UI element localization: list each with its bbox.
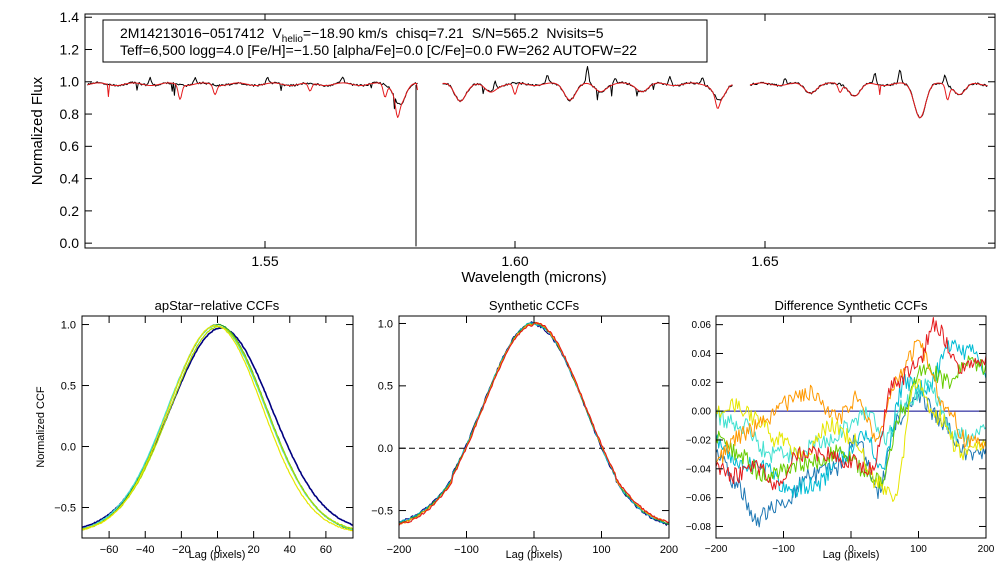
difference-ccf-xtick-label: −200 [705, 544, 728, 555]
apstar-ccf-plot-area [82, 323, 353, 532]
spectrum-ytick-label: 1.0 [60, 74, 80, 90]
model-spectrum-chip-1 [87, 82, 418, 119]
apstar-ccf-ytick-label: 1.0 [61, 319, 76, 331]
synthetic-ccf-xtick-label: −100 [454, 544, 479, 556]
apstar-ccf-ylabel: Normalized CCF [35, 386, 47, 468]
difference-ccf-ytick-label: −0.04 [686, 464, 712, 475]
spectrum-xtick-label: 1.65 [751, 253, 778, 269]
spectrum-ytick-label: 0.8 [60, 106, 80, 122]
difference-ccf-xtick-label: 100 [910, 544, 927, 555]
model-spectrum-chip-3 [749, 82, 988, 119]
spectrum-ticks: 1.55 1.60 1.65 0.0 0.2 0.4 0.6 0.8 1.0 1.2 1.4 [60, 9, 995, 269]
synthetic-ccf-panel: Synthetic CCFs −200 −100 0 100 200 −0.5 0.0 0.5… [371, 298, 678, 561]
synthetic-ccf-ytick-label: 0.0 [378, 443, 393, 455]
apstar-ccf-series-5 [82, 324, 353, 532]
synthetic-ccf-xtick-label: 100 [592, 544, 610, 556]
difference-ccf-frame [715, 315, 987, 539]
synthetic-ccf-xtick-label: −200 [387, 544, 412, 556]
difference-ccf-ytick-label: −0.06 [686, 493, 712, 504]
spectrum-ytick-label: 0.2 [60, 203, 80, 219]
difference-ccf-series-6 [716, 339, 986, 464]
difference-ccf-title: Difference Synthetic CCFs [775, 298, 928, 313]
difference-ccf-series-3 [716, 378, 986, 464]
apstar-ccf-ytick-label: 0.0 [61, 441, 76, 453]
difference-ccf-panel: Difference Synthetic CCFs −200 −100 0 100 20… [686, 298, 995, 561]
apstar-ccf-xtick-label: 20 [248, 544, 260, 556]
difference-ccf-ytick-label: 0.06 [692, 320, 712, 331]
difference-ccf-xlabel: Lag (pixels) [823, 549, 880, 561]
annotation-nvisits: Nvisits=5 [546, 25, 603, 41]
difference-ccf-series-5 [716, 378, 986, 502]
synthetic-ccf-xtick-label: 0 [531, 544, 537, 556]
synthetic-ccf-ytick-label: 1.0 [378, 318, 393, 330]
difference-ccf-series-7 [716, 317, 986, 491]
synthetic-ccf-title: Synthetic CCFs [489, 298, 580, 313]
difference-ccf-series-2 [716, 339, 986, 498]
difference-ccf-ticks: −200 −100 0 100 200 −0.08 −0.06 −0.04 −0.02 0.00 0… [686, 316, 995, 555]
apstar-ccf-ytick-label: −0.5 [54, 502, 76, 514]
difference-ccf-ytick-label: −0.08 [686, 522, 712, 533]
spectrum-xtick-label: 1.60 [501, 253, 528, 269]
spectrum-ytick-label: 1.4 [60, 9, 80, 25]
synthetic-ccf-xtick-label: 200 [660, 544, 678, 556]
synthetic-ccf-ytick-label: −0.5 [371, 505, 393, 517]
annotation-box [102, 19, 708, 63]
synthetic-ccf-series-3 [399, 321, 669, 525]
annotation-line-2: Teff=6,500 logg=4.0 [Fe/H]=−1.50 [alpha/… [120, 42, 637, 58]
apstar-ccf-xtick-label: 0 [214, 544, 220, 556]
synthetic-ccf-frame [398, 315, 670, 539]
difference-ccf-xtick-label: 200 [978, 544, 995, 555]
synthetic-ccf-xlabel: Lag (pixels) [506, 549, 563, 561]
difference-ccf-ytick-label: 0.04 [692, 349, 712, 360]
annotation-v-label: V [272, 25, 282, 41]
spectrum-xtick-label: 1.55 [251, 253, 278, 269]
spectrum-plot-area [87, 65, 988, 247]
spectrum-ytick-label: 1.2 [60, 41, 80, 57]
difference-ccf-plot-area [716, 317, 986, 528]
apstar-ccf-title: apStar−relative CCFs [155, 298, 280, 313]
apstar-ccf-ticks: −60 −40 −20 0 20 40 60 −0.5 0.0 0.5 1.0 [54, 316, 353, 556]
difference-ccf-series-4 [716, 355, 986, 489]
difference-ccf-ytick-label: 0.00 [692, 407, 712, 418]
difference-ccf-xtick-label: 0 [848, 544, 854, 555]
synthetic-ccf-ticks: −200 −100 0 100 200 −0.5 0.0 0.5 1.0 [371, 316, 678, 556]
apstar-ccf-xlabel: Lag (pixels) [189, 549, 246, 561]
spectrum-ytick-label: 0.6 [60, 138, 80, 154]
model-spectrum-chip-2 [442, 82, 733, 109]
apstar-ccf-xtick-label: −20 [172, 544, 191, 556]
spectrum-annotation: 2M14213016−0517412 Vhelio=−18.90 km/s chis… [102, 19, 708, 63]
annotation-chisq: chisq=7.21 [396, 25, 464, 41]
difference-ccf-xtick-label: −100 [772, 544, 795, 555]
spectrum-ytick-label: 0.4 [60, 171, 80, 187]
spectrum-frame [84, 13, 996, 249]
spectrum-xlabel: Wavelength (microns) [461, 269, 606, 286]
apstar-ccf-xtick-label: 60 [320, 544, 332, 556]
apstar-ccf-frame [81, 315, 354, 539]
apstar-ccf-panel: apStar−relative CCFs −60 −40 −20 0 20 40 60 −0.… [35, 298, 354, 561]
apstar-ccf-xtick-label: −40 [136, 544, 155, 556]
spectrum-panel: 1.55 1.60 1.65 0.0 0.2 0.4 0.6 0.8 1.0 1.2 1.4 Nor… [29, 9, 996, 286]
annotation-v-sub: helio [282, 34, 304, 45]
spectrum-ytick-label: 0.0 [60, 235, 80, 251]
apstar-ccf-xtick-label: 40 [284, 544, 296, 556]
annotation-snr: S/N=565.2 [472, 25, 539, 41]
spectrum-ylabel: Normalized Flux [29, 76, 46, 185]
annotation-line-1: 2M14213016−0517412 Vhelio=−18.90 km/s chis… [120, 25, 604, 45]
apstar-ccf-xtick-label: −60 [100, 544, 119, 556]
difference-ccf-ytick-label: 0.02 [692, 378, 712, 389]
difference-ccf-ytick-label: −0.02 [686, 435, 712, 446]
apstar-ccf-ytick-label: 0.5 [61, 380, 76, 392]
annotation-v-value: =−18.90 km/s [303, 25, 388, 41]
annotation-star-id: 2M14213016−0517412 [120, 25, 265, 41]
synthetic-ccf-ytick-label: 0.5 [378, 381, 393, 393]
observed-spectrum-chip-2 [442, 65, 733, 103]
